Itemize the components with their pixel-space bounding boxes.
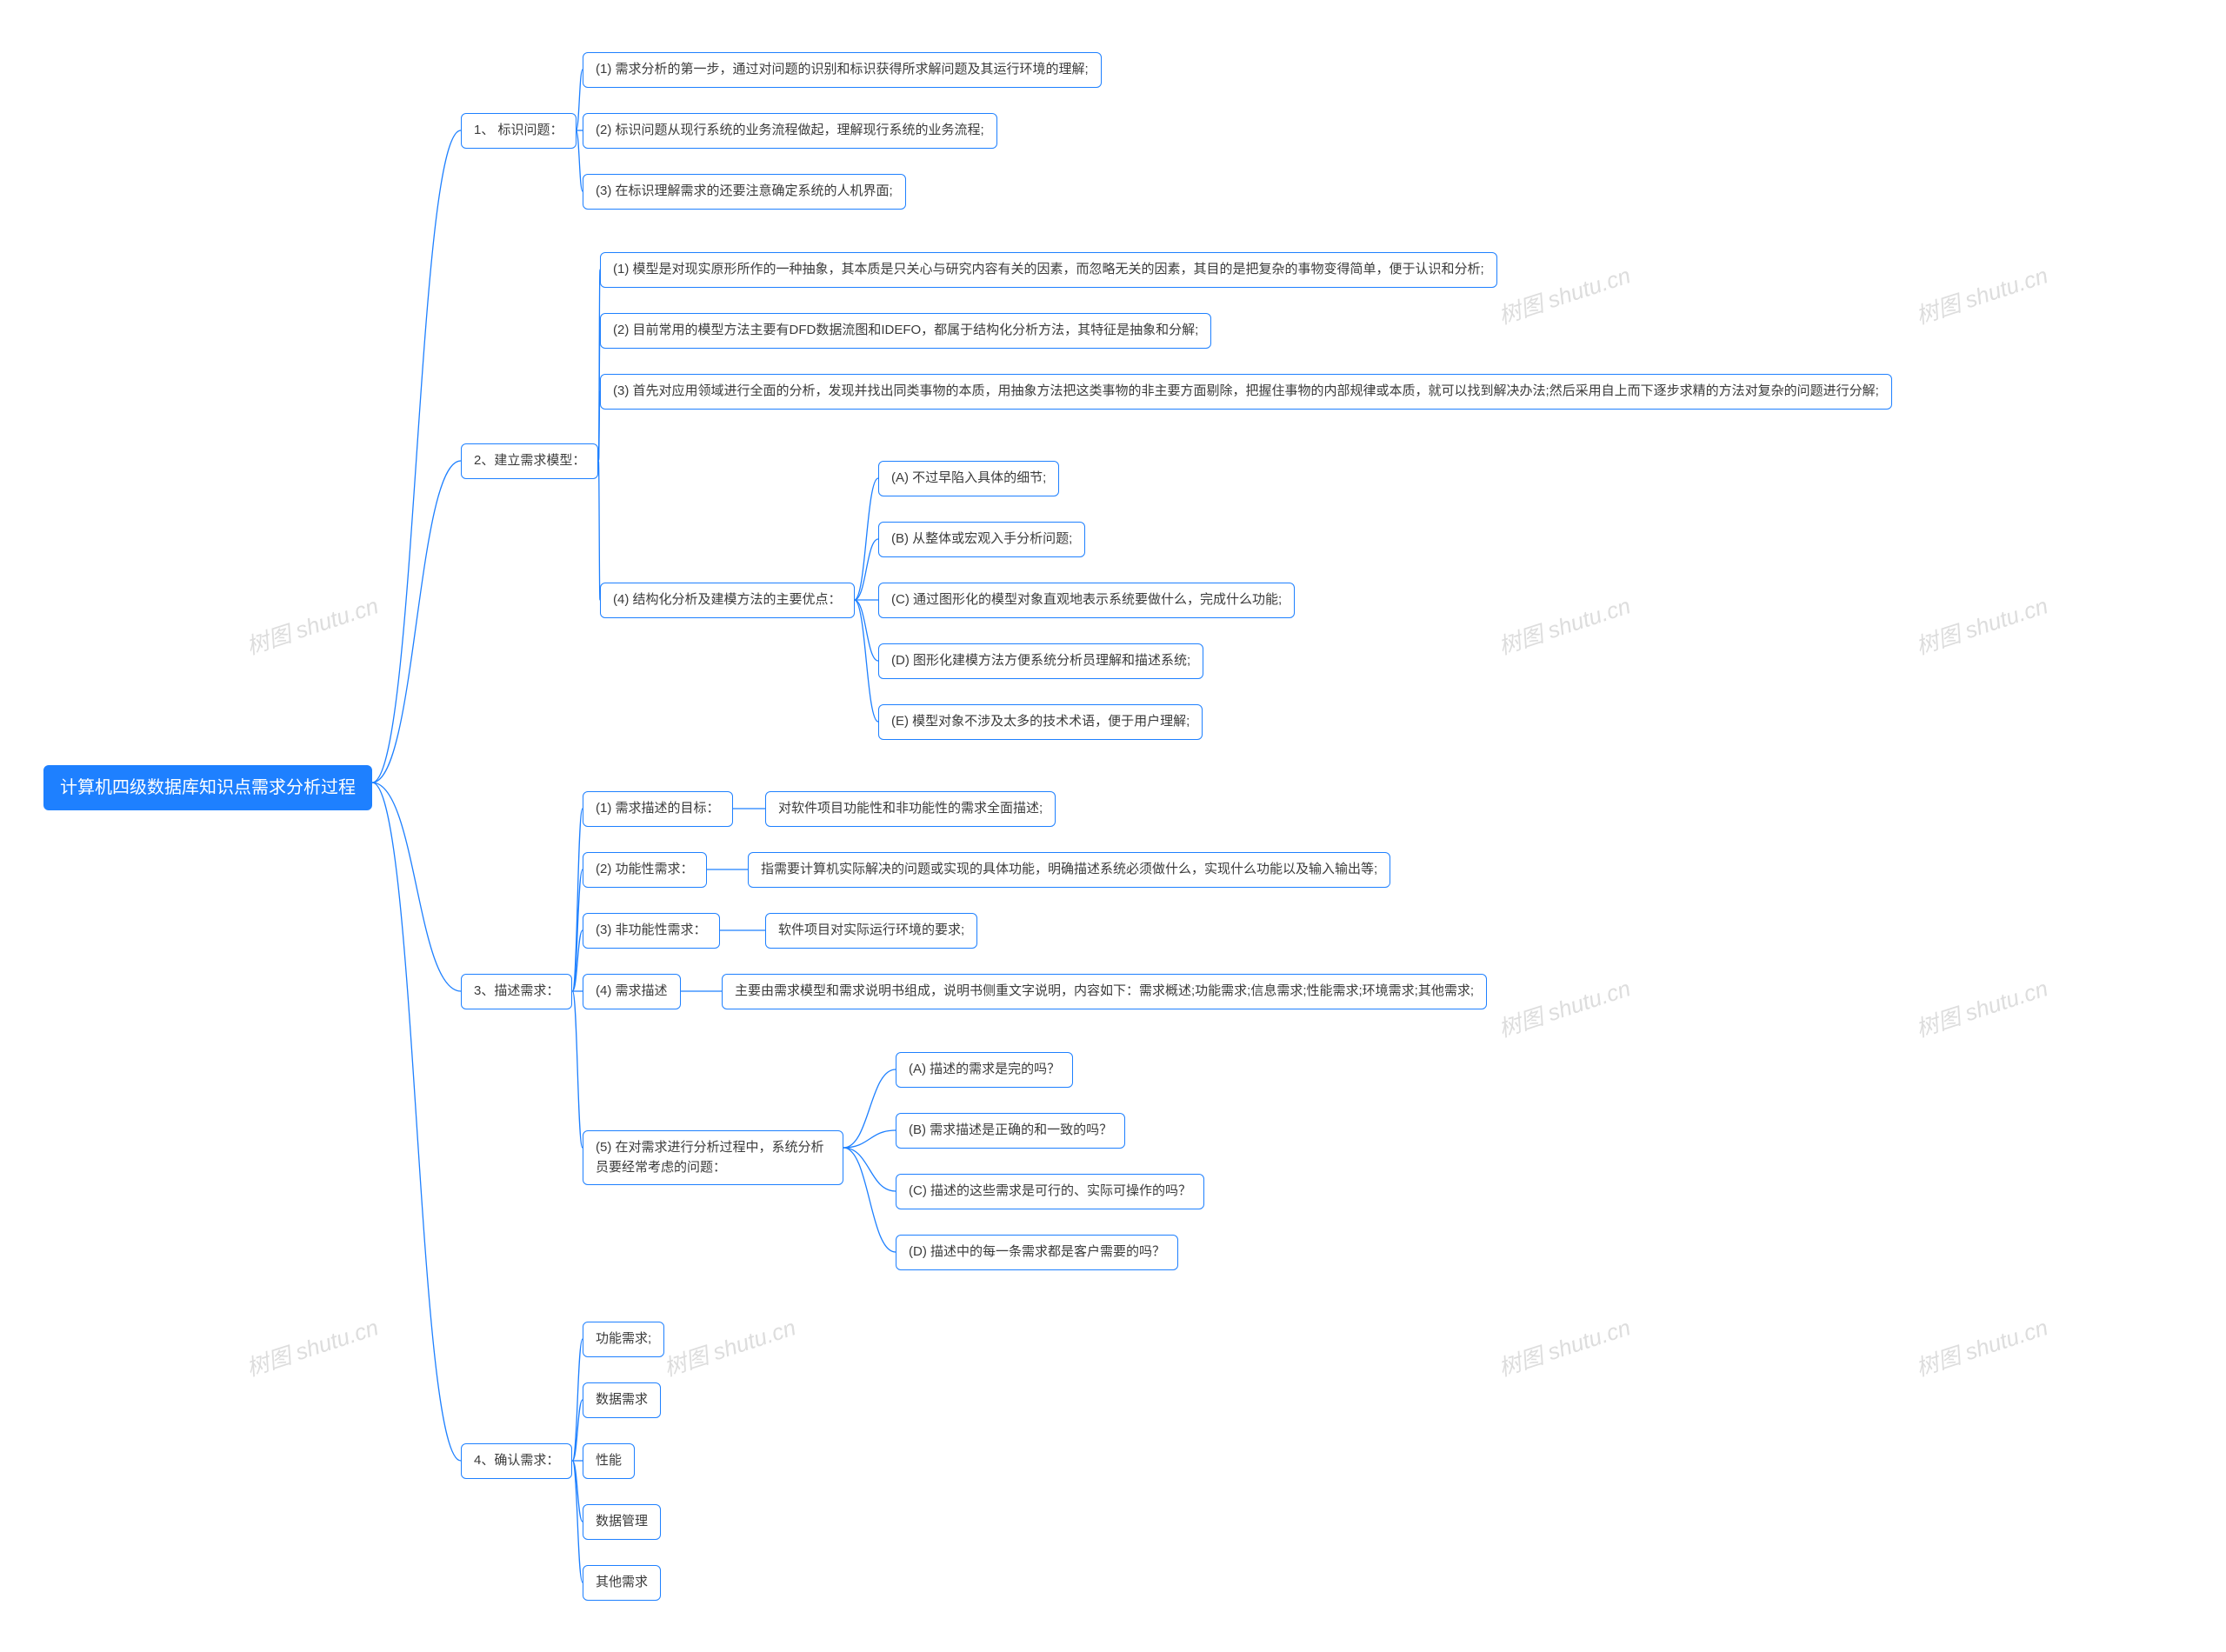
watermark: 树图 shutu.cn <box>242 589 382 662</box>
branches.3.children.2: 性能 <box>583 1443 635 1479</box>
branches.2.children.0: (1) 需求描述的目标： <box>583 791 733 827</box>
branches.2.children.3.children.0: 主要由需求模型和需求说明书组成，说明书侧重文字说明，内容如下：需求概述;功能需求… <box>722 974 1487 1009</box>
branches.3: 4、确认需求： <box>461 1443 572 1479</box>
branches.2.children.4.children.1: (B) 需求描述是正确的和一致的吗？ <box>896 1113 1125 1149</box>
branches.2.children.4.children.2: (C) 描述的这些需求是可行的、实际可操作的吗？ <box>896 1174 1204 1209</box>
branches.1.children.3.children.0: (A) 不过早陷入具体的细节; <box>878 461 1059 496</box>
branches.2.children.1: (2) 功能性需求： <box>583 852 707 888</box>
branches.3.children.3: 数据管理 <box>583 1504 661 1540</box>
branches.1.children.1: (2) 目前常用的模型方法主要有DFD数据流图和IDEFO，都属于结构化分析方法… <box>600 313 1211 349</box>
branches.0.children.2: (3) 在标识理解需求的还要注意确定系统的人机界面; <box>583 174 906 210</box>
watermark: 树图 shutu.cn <box>659 1310 799 1383</box>
branches.1.children.3.children.2: (C) 通过图形化的模型对象直观地表示系统要做什么，完成什么功能; <box>878 583 1295 618</box>
branches.2.children.1.children.0: 指需要计算机实际解决的问题或实现的具体功能，明确描述系统必须做什么，实现什么功能… <box>748 852 1390 888</box>
watermark: 树图 shutu.cn <box>1911 589 2051 662</box>
watermark: 树图 shutu.cn <box>1494 1310 1634 1383</box>
branches.2.children.4: (5) 在对需求进行分析过程中，系统分析员要经常考虑的问题： <box>583 1130 843 1185</box>
branches.3.children.4: 其他需求 <box>583 1565 661 1601</box>
watermark: 树图 shutu.cn <box>1911 1310 2051 1383</box>
branches.0.children.0: (1) 需求分析的第一步，通过对问题的识别和标识获得所求解问题及其运行环境的理解… <box>583 52 1102 88</box>
branches.2: 3、描述需求： <box>461 974 572 1009</box>
branches.1.children.3.children.3: (D) 图形化建模方法方便系统分析员理解和描述系统; <box>878 643 1203 679</box>
branches.1.children.3: (4) 结构化分析及建模方法的主要优点： <box>600 583 855 618</box>
branches.0.children.1: (2) 标识问题从现行系统的业务流程做起，理解现行系统的业务流程; <box>583 113 997 149</box>
branches.2.children.2.children.0: 软件项目对实际运行环境的要求; <box>765 913 977 949</box>
watermark: 树图 shutu.cn <box>1911 971 2051 1044</box>
branches.1: 2、建立需求模型： <box>461 443 598 479</box>
branches.1.children.0: (1) 模型是对现实原形所作的一种抽象，其本质是只关心与研究内容有关的因素，而忽… <box>600 252 1497 288</box>
branches.2.children.4.children.3: (D) 描述中的每一条需求都是客户需要的吗？ <box>896 1235 1178 1270</box>
watermark: 树图 shutu.cn <box>242 1310 382 1383</box>
branches.2.children.0.children.0: 对软件项目功能性和非功能性的需求全面描述; <box>765 791 1056 827</box>
watermark: 树图 shutu.cn <box>1911 258 2051 331</box>
watermark: 树图 shutu.cn <box>1494 258 1634 331</box>
branches.1.children.3.children.1: (B) 从整体或宏观入手分析问题; <box>878 522 1085 557</box>
branches.1.children.2: (3) 首先对应用领域进行全面的分析，发现并找出同类事物的本质，用抽象方法把这类… <box>600 374 1892 410</box>
watermark: 树图 shutu.cn <box>1494 971 1634 1044</box>
branches.2.children.3: (4) 需求描述 <box>583 974 681 1009</box>
branches.2.children.2: (3) 非功能性需求： <box>583 913 720 949</box>
connector-layer <box>0 0 2226 1652</box>
watermark: 树图 shutu.cn <box>1494 589 1634 662</box>
branches.1.children.3.children.4: (E) 模型对象不涉及太多的技术术语，便于用户理解; <box>878 704 1203 740</box>
branches.0: 1、 标识问题： <box>461 113 576 149</box>
branches.2.children.4.children.0: (A) 描述的需求是完的吗？ <box>896 1052 1073 1088</box>
branches.3.children.0: 功能需求; <box>583 1322 664 1357</box>
root: 计算机四级数据库知识点需求分析过程 <box>43 765 372 810</box>
branches.3.children.1: 数据需求 <box>583 1382 661 1418</box>
